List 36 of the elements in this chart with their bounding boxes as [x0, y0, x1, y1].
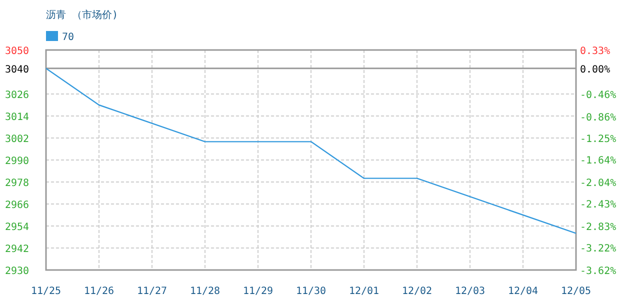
y-tick-label: 3026: [5, 90, 30, 101]
y2-tick-label: -3.62%: [580, 266, 616, 277]
x-tick-label: 11/26: [84, 286, 114, 297]
y2-tick-label: 0.33%: [580, 46, 610, 57]
x-tick-label: 12/04: [508, 286, 538, 297]
y-tick-label: 2942: [5, 244, 30, 255]
y2-tick-label: -2.04%: [580, 178, 616, 189]
y-tick-label: 3040: [5, 64, 30, 76]
x-tick-label: 12/02: [402, 286, 432, 297]
x-tick-label: 11/25: [30, 286, 62, 297]
x-tick-label: 11/27: [136, 286, 168, 297]
y2-tick-label: 0.00%: [580, 64, 610, 76]
x-tick-label: 11/29: [242, 286, 274, 297]
y-tick-label: 2954: [5, 222, 30, 233]
line-series: [45, 68, 577, 234]
y2-tick-label: -1.64%: [580, 156, 616, 167]
chart-title: 沥青 （市场价): [46, 9, 118, 21]
y2-tick-label: -2.83%: [580, 222, 616, 233]
y-tick-label: 2966: [5, 200, 30, 211]
y2-tick-label: -1.25%: [580, 134, 616, 145]
x-tick-label: 12/03: [454, 286, 486, 297]
x-tick-label: 12/05: [560, 286, 592, 297]
y-tick-label: 3014: [5, 112, 30, 123]
legend-label: 70: [62, 32, 74, 43]
y2-tick-label: -2.43%: [580, 200, 616, 211]
y-tick-label: 3002: [5, 134, 30, 145]
y2-tick-label: -0.46%: [580, 90, 616, 101]
y2-tick-label: -0.86%: [580, 112, 616, 124]
y-tick-label: 2990: [5, 156, 30, 167]
x-tick-label: 11/30: [296, 286, 326, 297]
y2-tick-label: -3.22%: [580, 244, 616, 255]
y-tick-label: 2930: [5, 266, 30, 277]
y-tick-label: 2978: [5, 178, 30, 189]
x-tick-label: 11/28: [190, 286, 220, 297]
y-tick-label: 3050: [5, 46, 30, 57]
x-tick-label: 12/01: [348, 286, 380, 297]
